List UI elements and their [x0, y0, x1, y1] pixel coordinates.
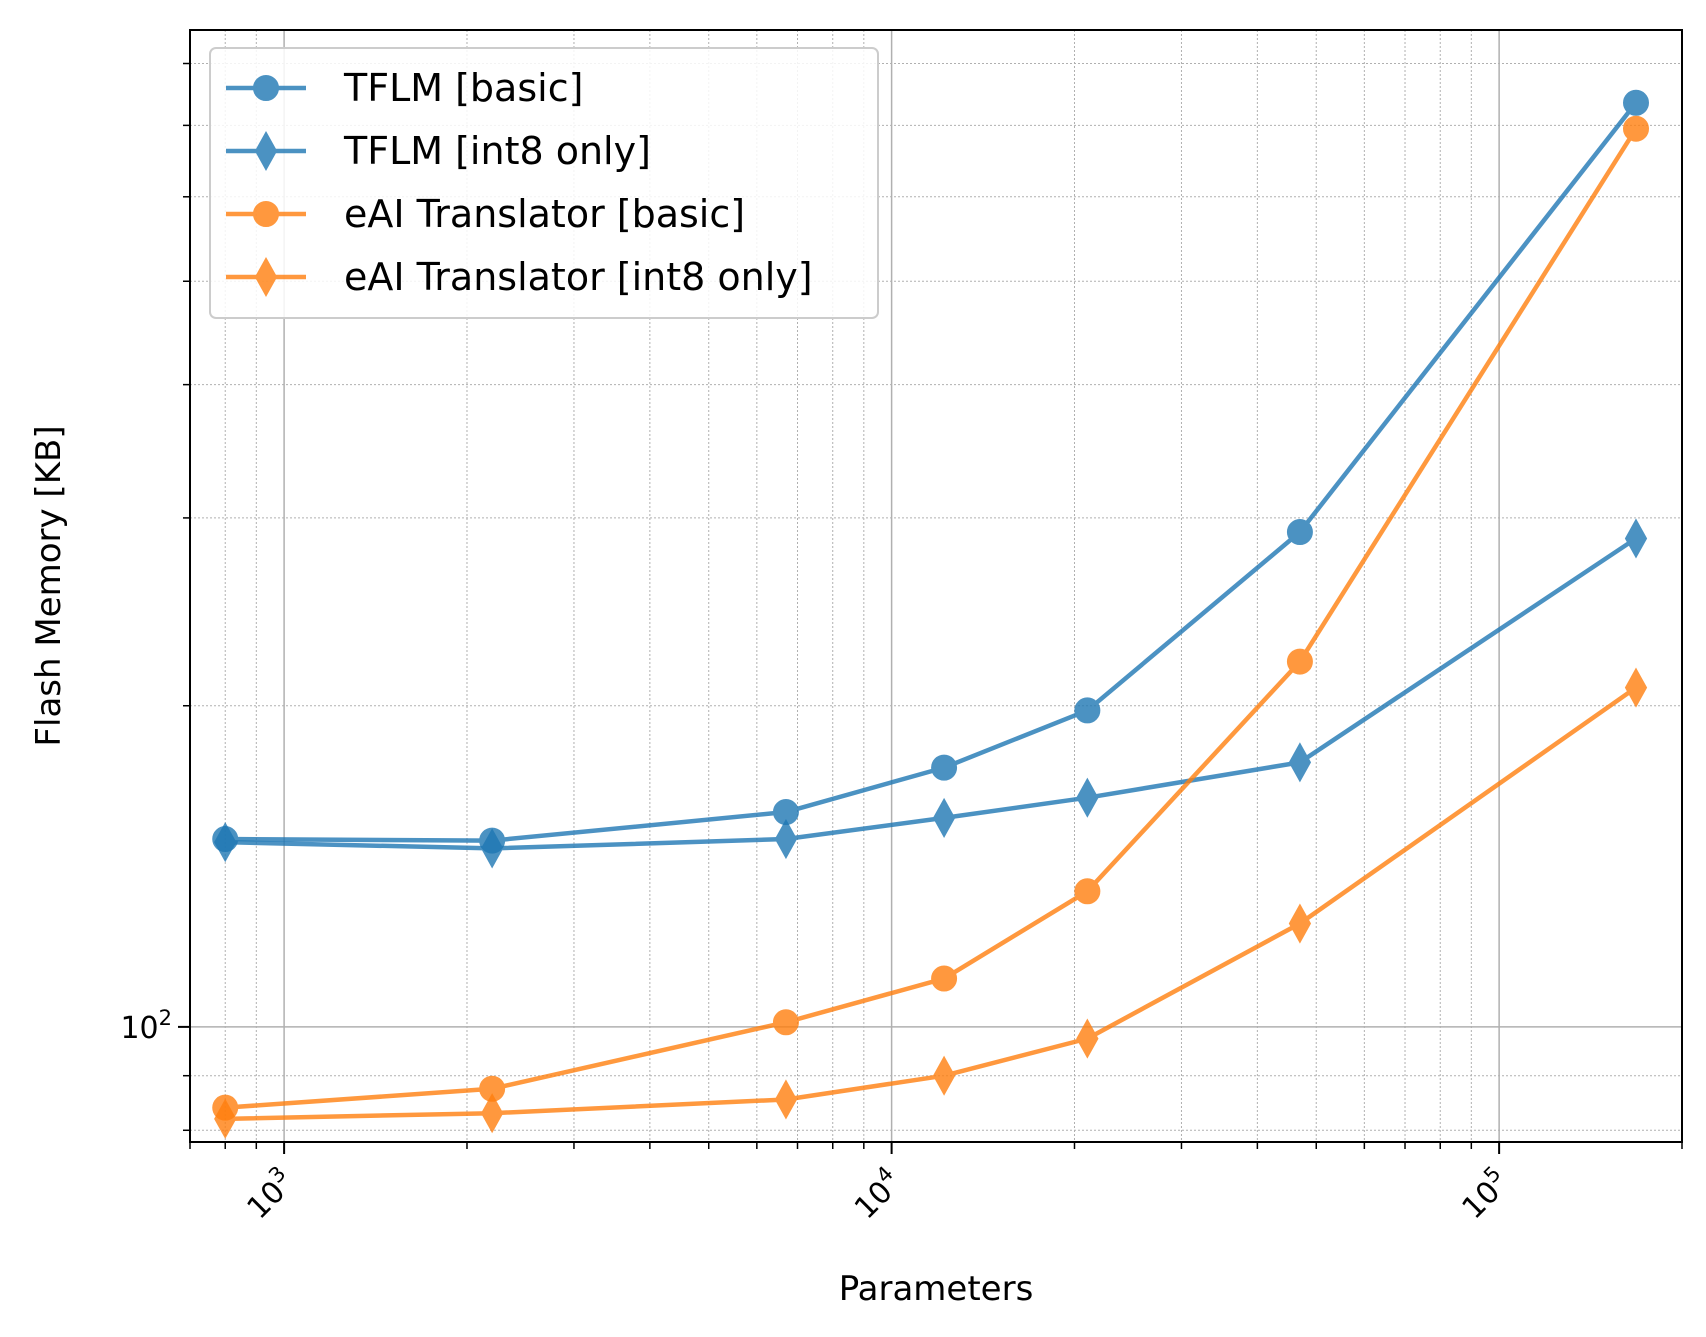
- legend-marker: [253, 75, 279, 101]
- data-point: [932, 797, 956, 838]
- data-point: [774, 818, 798, 860]
- data-point: [1624, 667, 1648, 708]
- series-group: [214, 518, 1648, 869]
- data-point: [214, 822, 237, 863]
- data-point: [774, 1079, 798, 1120]
- data-point: [1074, 878, 1101, 905]
- legend-box: [209, 47, 879, 319]
- data-point: [931, 754, 958, 781]
- data-point: [1286, 519, 1313, 546]
- data-point: [1288, 742, 1312, 783]
- legend-marker: [254, 130, 278, 172]
- data-point: [932, 1055, 956, 1096]
- legend-marker: [254, 256, 278, 298]
- legend-entry-symbol: [226, 256, 306, 298]
- data-point: [214, 1098, 237, 1139]
- y-tick-label: 102: [120, 1006, 172, 1046]
- legend-label: TFLM [int8 only]: [343, 129, 651, 173]
- legend-entry-symbol: [226, 75, 306, 101]
- legend-label: TFLM [basic]: [343, 66, 583, 110]
- data-point: [1624, 518, 1648, 559]
- x-axis-label: Parameters: [839, 1269, 1034, 1309]
- plot-frame: [189, 29, 1683, 1143]
- legend-label: eAI Translator [basic]: [344, 192, 745, 236]
- data-point: [1288, 903, 1312, 944]
- series-layer: [212, 89, 1649, 1139]
- data-point: [1286, 648, 1313, 675]
- data-point: [1622, 115, 1649, 142]
- series-group: [214, 667, 1648, 1139]
- data-point: [480, 1093, 504, 1134]
- legend-marker: [253, 201, 279, 227]
- legend-label: eAI Translator [int8 only]: [344, 255, 813, 299]
- data-point: [1074, 697, 1101, 724]
- legend-entry-symbol: [226, 201, 306, 227]
- data-point: [772, 1009, 799, 1036]
- data-point: [931, 965, 958, 992]
- y-axis-label: Flash Memory [KB]: [29, 425, 69, 746]
- legend-entry-symbol: [226, 130, 306, 172]
- major-grid: [190, 30, 1682, 1142]
- axis-ticks: [178, 62, 1683, 1154]
- data-point: [1622, 89, 1649, 116]
- legend: TFLM [basic] TFLM [int8 only] eAI Translat…: [209, 47, 879, 319]
- data-point: [1076, 1018, 1099, 1059]
- data-point: [1076, 777, 1099, 818]
- data-point: [480, 828, 504, 869]
